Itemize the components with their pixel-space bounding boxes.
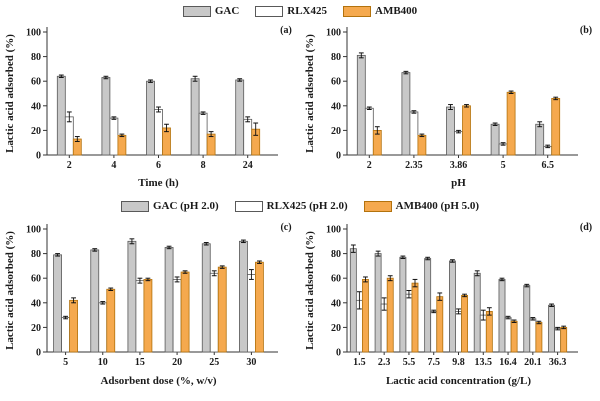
svg-text:80: 80 [331,249,341,260]
svg-text:(a): (a) [280,25,292,36]
chart-panel-c-dose: 0 20 40 60 80 100 5 10 15 20 25 30 Adsorbent dose (%… [0,218,300,401]
svg-text:80: 80 [331,52,341,63]
svg-text:Lactic acid adsorbed (%): Lactic acid adsorbed (%) [304,34,316,153]
legend-swatch-icon [234,200,263,212]
svg-text:5: 5 [501,160,506,171]
svg-text:Adsorbent dose (%, w/v): Adsorbent dose (%, w/v) [100,375,216,387]
svg-text:30: 30 [246,357,256,368]
svg-text:20.1: 20.1 [524,357,542,368]
svg-text:2.35: 2.35 [405,160,423,171]
svg-text:(d): (d) [580,222,592,233]
svg-text:Lactic acid concentration (g/L: Lactic acid concentration (g/L) [386,375,531,387]
legend-label: AMB400 [375,4,418,17]
legend-swatch-icon [363,200,392,212]
svg-text:2: 2 [367,160,372,171]
bar-chart-svg: 0 20 40 60 80 100 5 10 15 20 25 30 Adsorbent dose (%… [4,222,292,387]
svg-text:5: 5 [63,357,68,368]
legend-swatch-icon [255,5,284,17]
svg-text:16.4: 16.4 [499,357,517,368]
svg-text:Time (h): Time (h) [138,177,179,189]
legend-mid-item-0: GAC (pH 2.0) [120,199,219,212]
svg-text:100: 100 [326,225,341,236]
svg-text:100: 100 [326,28,341,39]
legend-top-item-0: GAC [182,4,240,17]
svg-text:0: 0 [336,151,341,162]
legend-mid-item-1: RLX425 (pH 2.0) [234,199,348,212]
legend-label: RLX425 (pH 2.0) [266,199,348,212]
svg-text:20: 20 [331,126,341,137]
svg-text:80: 80 [31,52,41,63]
chart-panel-d-concentration: 0 20 40 60 80 100 1.5 2.3 5.5 7.5 9.8 13.5 16.4 20.1 3… [300,218,600,401]
legend-top-item-1: RLX425 [255,4,327,17]
svg-text:20: 20 [172,357,182,368]
svg-text:6: 6 [156,160,161,171]
legend-label: GAC (pH 2.0) [152,199,219,212]
svg-text:100: 100 [26,28,41,39]
svg-text:15: 15 [135,357,145,368]
svg-text:9.8: 9.8 [452,357,465,368]
bar-chart-svg: 0 20 40 60 80 100 2 2.35 3.86 5 6.5 pH Lactic acid a… [304,25,592,189]
bar-chart-svg: 0 20 40 60 80 100 1.5 2.3 5.5 7.5 9.8 13.5 16.4 20.1 3… [304,222,592,387]
svg-text:60: 60 [331,77,341,88]
svg-text:(c): (c) [280,222,291,233]
svg-text:40: 40 [331,101,341,112]
svg-text:40: 40 [31,101,41,112]
svg-text:60: 60 [31,77,41,88]
chart-panel-a-time: 0 20 40 60 80 100 2 4 6 8 24 Time (h) Lactic acid ad… [0,16,300,199]
svg-text:80: 80 [31,249,41,260]
svg-text:Lactic acid adsorbed (%): Lactic acid adsorbed (%) [304,231,316,350]
svg-text:3.86: 3.86 [450,160,468,171]
svg-text:0: 0 [36,151,41,162]
svg-text:100: 100 [26,225,41,236]
legend-label: GAC [214,4,240,17]
legend-swatch-icon [343,5,371,17]
legend-label: RLX425 [287,4,327,17]
svg-text:36.3: 36.3 [549,357,567,368]
svg-text:60: 60 [331,274,341,285]
legend-top-item-2: AMB400 [343,4,418,17]
svg-text:6.5: 6.5 [541,160,554,171]
svg-text:60: 60 [31,274,41,285]
legend-swatch-icon [182,5,211,17]
legend-middle: GAC (pH 2.0) RLX425 (pH 2.0) AMB400 (pH 5.… [0,198,600,214]
svg-text:20: 20 [31,126,41,137]
legend-swatch-icon [120,200,149,212]
chart-panel-b-ph: 0 20 40 60 80 100 2 2.35 3.86 5 6.5 pH Lactic acid a… [300,16,600,199]
svg-text:7.5: 7.5 [427,357,440,368]
svg-text:25: 25 [209,357,219,368]
svg-text:20: 20 [31,323,41,334]
svg-text:pH: pH [451,177,466,189]
svg-text:2: 2 [67,160,72,171]
legend-label: AMB400 (pH 5.0) [395,199,480,212]
svg-text:8: 8 [201,160,206,171]
svg-text:40: 40 [31,298,41,309]
legend-mid-item-2: AMB400 (pH 5.0) [363,199,480,212]
svg-text:0: 0 [336,348,341,359]
svg-text:Lactic acid adsorbed (%): Lactic acid adsorbed (%) [4,34,16,153]
svg-text:Lactic acid adsorbed (%): Lactic acid adsorbed (%) [4,231,16,350]
svg-text:5.5: 5.5 [403,357,416,368]
svg-text:20: 20 [331,323,341,334]
svg-text:(b): (b) [580,25,592,36]
svg-text:4: 4 [111,160,116,171]
svg-text:2.3: 2.3 [378,357,391,368]
svg-text:13.5: 13.5 [475,357,493,368]
svg-text:0: 0 [36,348,41,359]
legend-top: GAC RLX425 AMB400 [0,3,600,19]
svg-text:10: 10 [98,357,108,368]
svg-text:24: 24 [243,160,253,171]
svg-text:1.5: 1.5 [353,357,366,368]
svg-text:40: 40 [331,298,341,309]
